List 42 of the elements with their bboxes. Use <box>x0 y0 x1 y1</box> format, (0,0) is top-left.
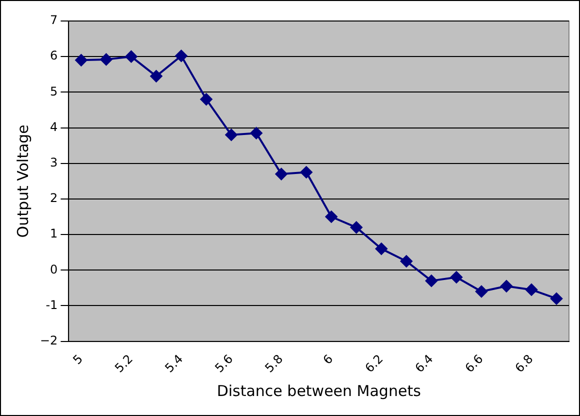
y-axis-title: Output Voltage <box>14 124 32 238</box>
point <box>400 255 412 268</box>
x-tick-label: 5.6 <box>212 352 236 376</box>
point <box>200 93 212 106</box>
point <box>100 53 112 66</box>
point <box>300 166 312 178</box>
point <box>550 292 562 305</box>
x-tick-label: 6.8 <box>512 352 536 376</box>
point <box>525 284 538 296</box>
x-tick-label: 5.8 <box>262 352 286 376</box>
x-tick-label: 5.2 <box>112 352 136 376</box>
point <box>275 168 288 180</box>
point <box>500 280 512 292</box>
point <box>375 242 388 255</box>
point <box>475 285 488 298</box>
x-tick-label: 6.6 <box>462 352 486 376</box>
point <box>325 210 338 223</box>
y-tick-label: −2 <box>40 333 58 348</box>
x-tick-label: 6.4 <box>412 352 436 376</box>
x-tick-label: 6.2 <box>362 352 386 376</box>
y-tick-label: -1 <box>46 298 58 312</box>
y-tick-label: 7 <box>50 13 58 28</box>
point <box>175 50 188 62</box>
point <box>75 54 88 66</box>
point <box>450 271 462 284</box>
point <box>425 274 438 287</box>
x-tick-label: 6 <box>320 352 336 368</box>
point <box>225 128 238 141</box>
y-tick-label: 4 <box>50 120 58 134</box>
y-tick-label: 5 <box>50 84 58 98</box>
y-tick-label: 1 <box>50 226 58 241</box>
x-axis-title: Distance between Magnets <box>216 382 422 400</box>
x-tick-label: 5.4 <box>162 352 186 376</box>
y-tick-label: 6 <box>50 48 58 63</box>
point <box>350 221 362 234</box>
x-tick-label: 5 <box>70 352 86 368</box>
point <box>125 50 138 63</box>
y-tick-label: 2 <box>50 191 58 206</box>
point <box>150 70 162 82</box>
y-tick-label: 0 <box>50 262 58 276</box>
y-tick-label: 3 <box>50 155 58 170</box>
point <box>250 127 262 140</box>
